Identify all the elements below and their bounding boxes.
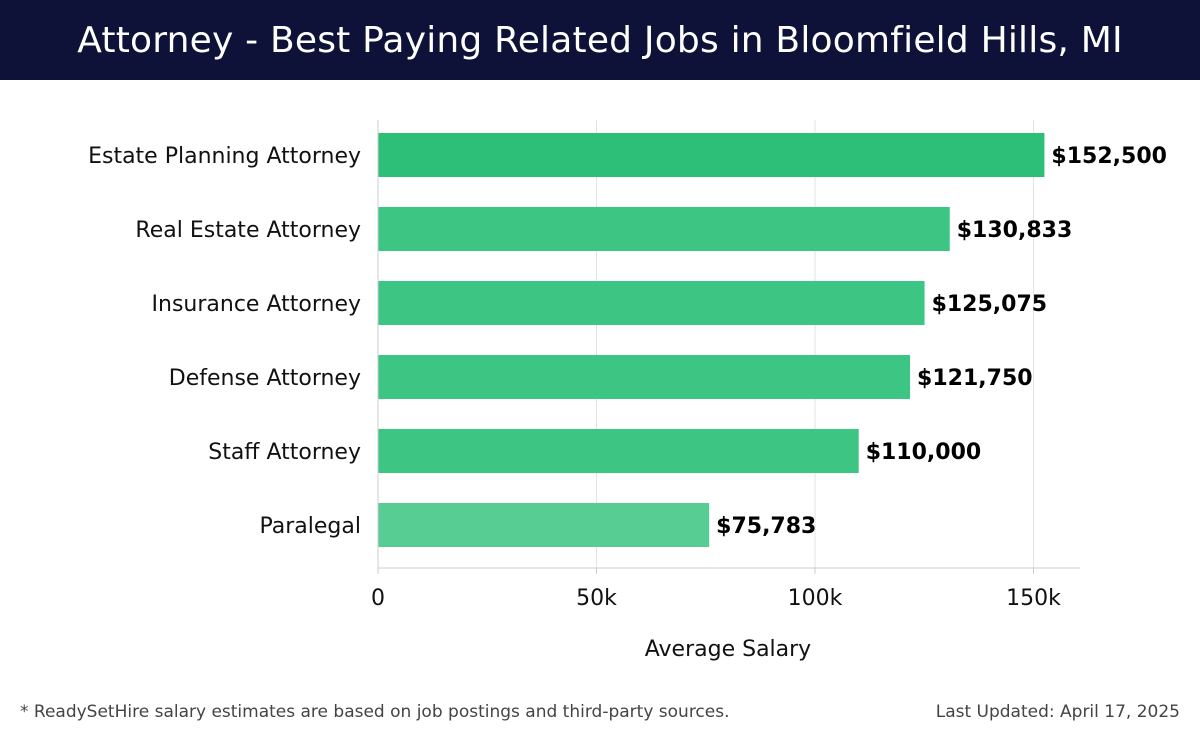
value-label: $110,000 <box>866 440 982 465</box>
x-axis-title: Average Salary <box>645 637 811 662</box>
x-tick-label: 50k <box>576 586 617 611</box>
value-label: $152,500 <box>1051 144 1167 169</box>
value-label: $121,750 <box>917 366 1033 391</box>
last-updated: Last Updated: April 17, 2025 <box>935 702 1180 722</box>
bars <box>378 133 1045 547</box>
value-labels: $152,500 $130,833 $125,075 $121,750 $110,000… <box>716 144 1167 539</box>
bar <box>378 503 710 547</box>
x-axis: 0 50k 100k 150k <box>371 120 1080 611</box>
category-label: Paralegal <box>260 514 362 539</box>
bar <box>378 207 950 251</box>
bar <box>378 133 1045 177</box>
value-label: $75,783 <box>716 514 816 539</box>
grid-lines <box>596 120 1034 568</box>
category-label: Estate Planning Attorney <box>88 144 361 169</box>
category-label: Staff Attorney <box>208 440 361 465</box>
chart-header: Attorney - Best Paying Related Jobs in B… <box>0 0 1200 80</box>
category-label: Insurance Attorney <box>152 292 361 317</box>
x-tick-label: 100k <box>788 586 843 611</box>
x-tick-label: 0 <box>371 586 385 611</box>
footer-note: * ReadySetHire salary estimates are base… <box>20 702 730 722</box>
bar <box>378 281 925 325</box>
x-tick-label: 150k <box>1006 586 1061 611</box>
value-label: $130,833 <box>957 218 1073 243</box>
category-label: Defense Attorney <box>169 366 361 391</box>
bar-chart: Estate Planning Attorney Real Estate Atto… <box>88 120 1167 662</box>
chart-title: Attorney - Best Paying Related Jobs in B… <box>77 19 1123 61</box>
bar <box>378 429 859 473</box>
category-label: Real Estate Attorney <box>135 218 361 243</box>
value-label: $125,075 <box>932 292 1048 317</box>
category-labels: Estate Planning Attorney Real Estate Atto… <box>88 144 361 539</box>
bar <box>378 355 911 399</box>
